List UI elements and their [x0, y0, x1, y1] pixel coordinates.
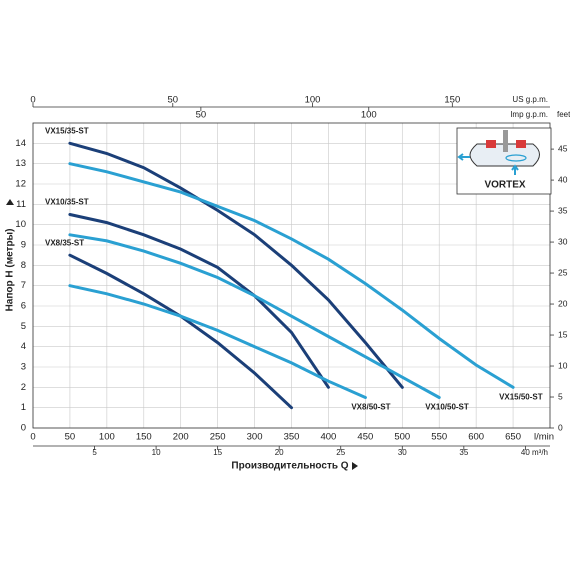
- plot-frame: [32, 122, 551, 429]
- x-tick-label: 600: [468, 432, 484, 443]
- flow-arrow: [457, 153, 470, 161]
- y-tick-label: 10: [15, 219, 26, 230]
- bottom-axis-label: m³/h: [532, 448, 548, 457]
- y-tick-label: 3: [21, 362, 26, 373]
- top-tick-label: 100: [361, 110, 377, 121]
- y2-tick-label: 45: [558, 143, 568, 153]
- pump-curve: [68, 213, 330, 389]
- y-tick-label: 4: [21, 341, 26, 352]
- y-tick-label: 2: [21, 382, 26, 393]
- y-tick-label: 5: [21, 321, 26, 332]
- inset-label: VORTEX: [484, 180, 525, 191]
- bottom-tick-label: 10: [152, 448, 161, 457]
- pump-part: [516, 140, 526, 148]
- y2-tick-label: 35: [558, 205, 568, 215]
- x-tick-label: 100: [99, 432, 115, 443]
- y-tick-label: 13: [15, 158, 26, 169]
- bottom-tick-label: 35: [459, 448, 468, 457]
- series-label: VX8/35-ST: [45, 238, 84, 247]
- pump-part: [486, 140, 496, 148]
- top-axis-label: US g.p.m.: [512, 95, 548, 104]
- x-tick-label: 500: [394, 432, 410, 443]
- series-label: VX8/50-ST: [351, 403, 390, 412]
- x-tick-label: 200: [173, 432, 189, 443]
- y-tick-label: 11: [16, 199, 26, 210]
- x-tick-label: 550: [431, 432, 447, 443]
- pump-curve: [68, 141, 404, 389]
- x-tick-label: 0: [30, 432, 35, 443]
- y2-tick-label: 15: [558, 329, 568, 339]
- y-tick-label: 0: [21, 423, 26, 434]
- series-label: VX15/35-ST: [45, 126, 89, 135]
- top-tick-label: 100: [305, 95, 321, 106]
- series-label: VX10/50-ST: [425, 403, 469, 412]
- x-tick-label: 400: [320, 432, 336, 443]
- y2-tick-label: 0: [558, 422, 563, 432]
- pump-curve: [68, 233, 441, 399]
- bottom-tick-label: 30: [398, 448, 407, 457]
- y2-tick-label: 5: [558, 391, 563, 401]
- top-tick-label: 50: [196, 110, 207, 121]
- top-axis-label: Imp g.p.m.: [510, 110, 548, 119]
- top-tick-label: 0: [30, 95, 35, 106]
- y-tick-label: 8: [21, 260, 26, 271]
- y-axis-title: Напор H (метры): [5, 229, 16, 312]
- x-tick-label: 50: [65, 432, 76, 443]
- x-axis-title: Производительность Q: [231, 461, 348, 472]
- x-tick-label: 450: [357, 432, 373, 443]
- pump-curve: [68, 162, 515, 389]
- series-label: VX15/50-ST: [499, 392, 543, 401]
- pump-curve: [68, 284, 367, 399]
- series-label: VX10/35-ST: [45, 198, 89, 207]
- x-tick-label: 650: [505, 432, 521, 443]
- y2-axis-label: feet: [557, 110, 570, 119]
- x-tick-label: 150: [136, 432, 152, 443]
- flow-arrow: [511, 164, 519, 175]
- x-tick-label: 250: [210, 432, 226, 443]
- vortex-swirl: [505, 154, 527, 162]
- top-tick-label: 50: [167, 95, 178, 106]
- bottom-tick-label: 40: [521, 448, 530, 457]
- y-tick-label: 12: [15, 179, 26, 190]
- axis-arrow: [352, 462, 358, 470]
- bottom-tick-label: 5: [92, 448, 97, 457]
- x-tick-label: 300: [247, 432, 263, 443]
- bottom-tick-label: 20: [275, 448, 284, 457]
- x-unit-label: l/min: [534, 432, 554, 443]
- y2-tick-label: 10: [558, 360, 568, 370]
- x-tick-label: 350: [284, 432, 300, 443]
- y-tick-label: 6: [21, 301, 26, 312]
- bottom-tick-label: 25: [336, 448, 345, 457]
- bottom-tick-label: 15: [213, 448, 222, 457]
- y2-tick-label: 20: [558, 298, 568, 308]
- y2-tick-label: 40: [558, 174, 568, 184]
- y2-tick-label: 30: [558, 236, 568, 246]
- pump-shaft: [503, 130, 508, 152]
- top-tick-label: 150: [444, 95, 460, 106]
- axis-arrow: [6, 199, 14, 205]
- y2-tick-label: 25: [558, 267, 568, 277]
- y-tick-label: 1: [21, 402, 26, 413]
- y-tick-label: 9: [21, 240, 26, 251]
- vortex-inset: VORTEX: [456, 127, 552, 195]
- y-tick-label: 7: [21, 280, 26, 291]
- y-tick-label: 14: [15, 138, 26, 149]
